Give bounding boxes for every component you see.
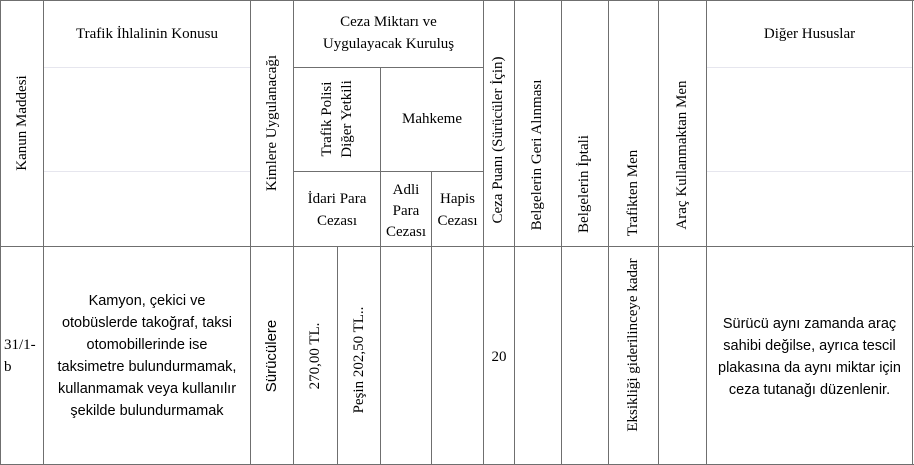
header-hapis-line1: Hapis (440, 191, 475, 207)
header-hapis-line2: Cezası (437, 213, 478, 229)
row-ihlal-konusu: Kamyon, çekici ve otobüslerde takoğraf, … (44, 290, 250, 422)
guide-line (706, 171, 912, 172)
row-trafikten-men: Eksikliği giderilinceye kadar (625, 258, 641, 432)
col-line (514, 0, 515, 465)
row-diger-line: Sürücü aynı zamanda araç (722, 316, 897, 332)
row-konu-line: kullanmamak veya kullanılır (57, 381, 237, 397)
header-belge-iptal: Belgelerin İptali (576, 135, 592, 233)
col-line (337, 246, 338, 465)
row-konu-line: otomobillerinde ise (86, 337, 208, 353)
header-trafikten-men: Trafikten Men (625, 149, 641, 237)
row-pesin: Peşin 202,50 TL.. (351, 306, 367, 414)
header-hapis: Hapis Cezası (432, 188, 483, 232)
row-konu-line: otobüslerde takoğraf, taksi (61, 315, 233, 331)
header-adli-line1: Adli (392, 182, 420, 198)
border-right (912, 0, 913, 465)
header-ceza-miktari-line2: Uygulayacak Kuruluş (322, 36, 455, 52)
header-ceza-miktari: Ceza Miktarı ve Uygulayacak Kuruluş (294, 11, 483, 55)
row-idari-ceza: 270,00 TL. (307, 322, 323, 390)
header-adli: Adli Para Cezası (381, 180, 431, 243)
row-konu-line: şekilde bulundurmamak (70, 403, 224, 419)
row-diger-line: ceza tutanağı düzenlenir. (728, 382, 891, 398)
col-line (608, 0, 609, 465)
header-trafik-polisi-line2: Diğer Yetkili (339, 80, 355, 158)
border-left (0, 0, 1, 465)
header-idari-line1: İdari Para (307, 191, 367, 207)
header-kimlere: Kimlere Uygulanacağı (264, 54, 280, 192)
col-line (658, 0, 659, 465)
row-line (293, 67, 483, 68)
row-kanun-maddesi-line1: 31/1- (4, 337, 36, 353)
col-line (293, 0, 294, 465)
header-arac-kullanmaktan-men: Araç Kullanmaktan Men (674, 80, 690, 230)
header-ceza-puani: Ceza Puanı (Sürücüler İçin) (490, 56, 506, 224)
col-line (431, 171, 432, 465)
row-diger-line: plakasına da aynı miktar için (718, 360, 901, 376)
guide-line (706, 67, 912, 68)
header-adli-line2: Para (392, 203, 420, 219)
row-diger-hususlar: Sürücü aynı zamanda araç sahibi değilse,… (707, 313, 912, 401)
header-trafik-polisi: Trafik Polisi Diğer Yetkili (317, 80, 357, 158)
border-top (0, 0, 914, 1)
header-ceza-miktari-line1: Ceza Miktarı ve (340, 14, 437, 30)
row-ceza-puani: 20 (491, 349, 507, 365)
col-line (380, 67, 381, 465)
row-kanun-maddesi: 31/1- b (1, 334, 43, 378)
row-line (293, 171, 483, 172)
header-ihlal-konusu: Trafik İhlalinin Konusu (76, 26, 218, 42)
row-konu-line: taksimetre bulundurmamak, (57, 359, 237, 375)
header-mahkeme: Mahkeme (402, 111, 462, 127)
header-separator (0, 246, 914, 247)
header-belge-geri: Belgelerin Geri Alınması (529, 79, 545, 231)
col-line (250, 0, 251, 465)
col-line (706, 0, 707, 465)
row-kanun-maddesi-line2: b (4, 359, 12, 375)
header-diger-hususlar: Diğer Hususlar (763, 26, 856, 42)
header-trafik-polisi-line1: Trafik Polisi (319, 81, 335, 157)
header-adli-line3: Cezası (386, 224, 426, 240)
col-line (561, 0, 562, 465)
header-idari-line2: Cezası (317, 213, 357, 229)
row-diger-line: sahibi değilse, ayrıca tescil (723, 338, 896, 354)
guide-line (43, 67, 250, 68)
guide-line (43, 171, 250, 172)
header-kanun-maddesi: Kanun Maddesi (14, 75, 30, 171)
col-line (43, 0, 44, 465)
header-idari: İdari Para Cezası (294, 188, 380, 232)
col-line (483, 0, 484, 465)
row-kimlere: Sürücülere (263, 319, 280, 393)
row-konu-line: Kamyon, çekici ve (88, 293, 206, 309)
